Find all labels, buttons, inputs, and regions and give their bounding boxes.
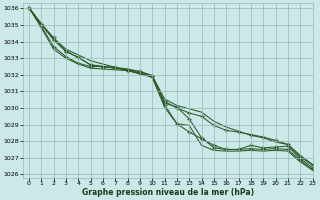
- X-axis label: Graphe pression niveau de la mer (hPa): Graphe pression niveau de la mer (hPa): [82, 188, 254, 197]
